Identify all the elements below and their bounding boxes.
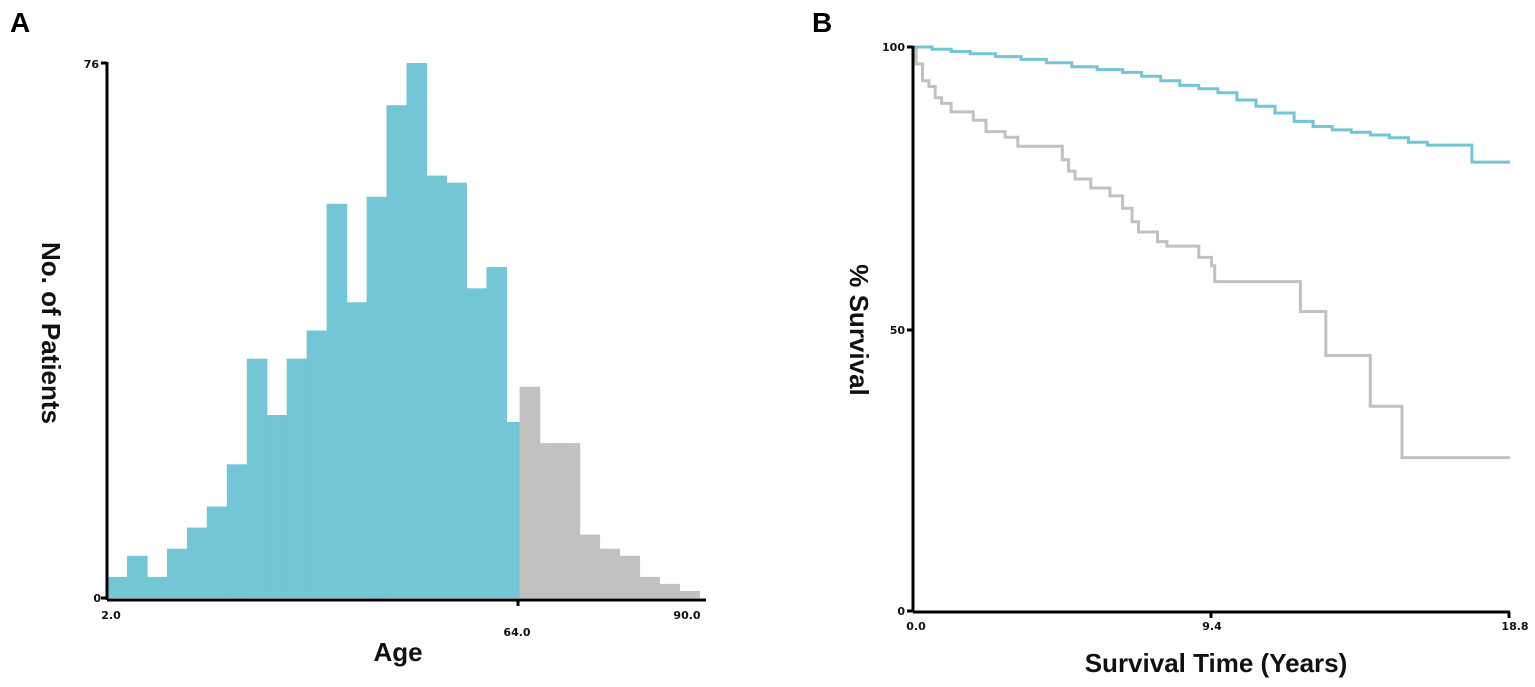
survival-curve-above-cutoff [913,45,1510,460]
histogram-x-tick-label-cutoff: 64.0 [503,626,530,639]
survival-panel: 100 50 0 0.0 9.4 18.8 Survival Time (Yea… [844,41,1529,678]
histogram-y-axis-title: No. of Patients [36,242,66,424]
histogram-bar [127,555,148,598]
panel-label-a: A [10,7,30,38]
histogram-x-axis-title: Age [373,637,422,667]
survival-y-tick-label-100: 100 [882,41,905,54]
histogram-bar [326,203,348,599]
histogram-bar [246,358,268,598]
survival-y-tick-label-50: 50 [890,324,906,337]
histogram-bar [659,583,680,598]
survival-x-axis-title: Survival Time (Years) [1085,648,1348,678]
survival-y-tick-label-0: 0 [897,605,905,618]
histogram-bar [466,288,487,598]
histogram-bar [226,464,248,599]
histogram-bar [366,196,388,599]
histogram-bar [346,302,368,598]
histogram-bar [599,548,621,598]
histogram-bar [206,506,228,598]
histogram-bar [486,267,507,598]
histogram-bar [426,175,448,598]
survival-x-tick-label-end: 18.8 [1501,620,1528,633]
histogram-bars [107,63,700,599]
histogram-bar [166,548,188,598]
histogram-bar [679,591,700,598]
survival-curves [913,45,1510,460]
survival-x-tick-label-start: 0.0 [906,620,926,633]
histogram-y-tick-label-top: 76 [84,58,100,71]
histogram-bar [559,443,581,598]
histogram-bar [519,386,541,598]
histogram-bar [406,63,428,598]
histogram-bar [107,576,128,598]
histogram-bar [286,358,308,598]
histogram-panel: 76 0 2.0 64.0 90.0 Age No. of Patients [36,58,706,667]
histogram-bar [539,443,561,598]
histogram-x-tick-label-start: 2.0 [101,609,121,622]
histogram-x-tick-label-end: 90.0 [673,609,700,622]
histogram-bar [386,105,408,598]
histogram-bar [506,422,521,598]
histogram-bar [306,330,328,598]
histogram-bar [446,182,467,598]
histogram-bar [619,555,641,598]
histogram-bar [146,576,168,598]
histogram-bar [266,415,288,598]
histogram-bar [639,576,660,598]
survival-curve-below-cutoff [913,45,1510,164]
survival-y-axis-title: % Survival [844,264,874,396]
survival-x-tick-label-mid: 9.4 [1202,620,1222,633]
histogram-y-tick-label-bottom: 0 [93,592,101,605]
histogram-bar [186,527,208,598]
histogram-bar [579,534,601,598]
panel-label-b: B [812,7,832,38]
